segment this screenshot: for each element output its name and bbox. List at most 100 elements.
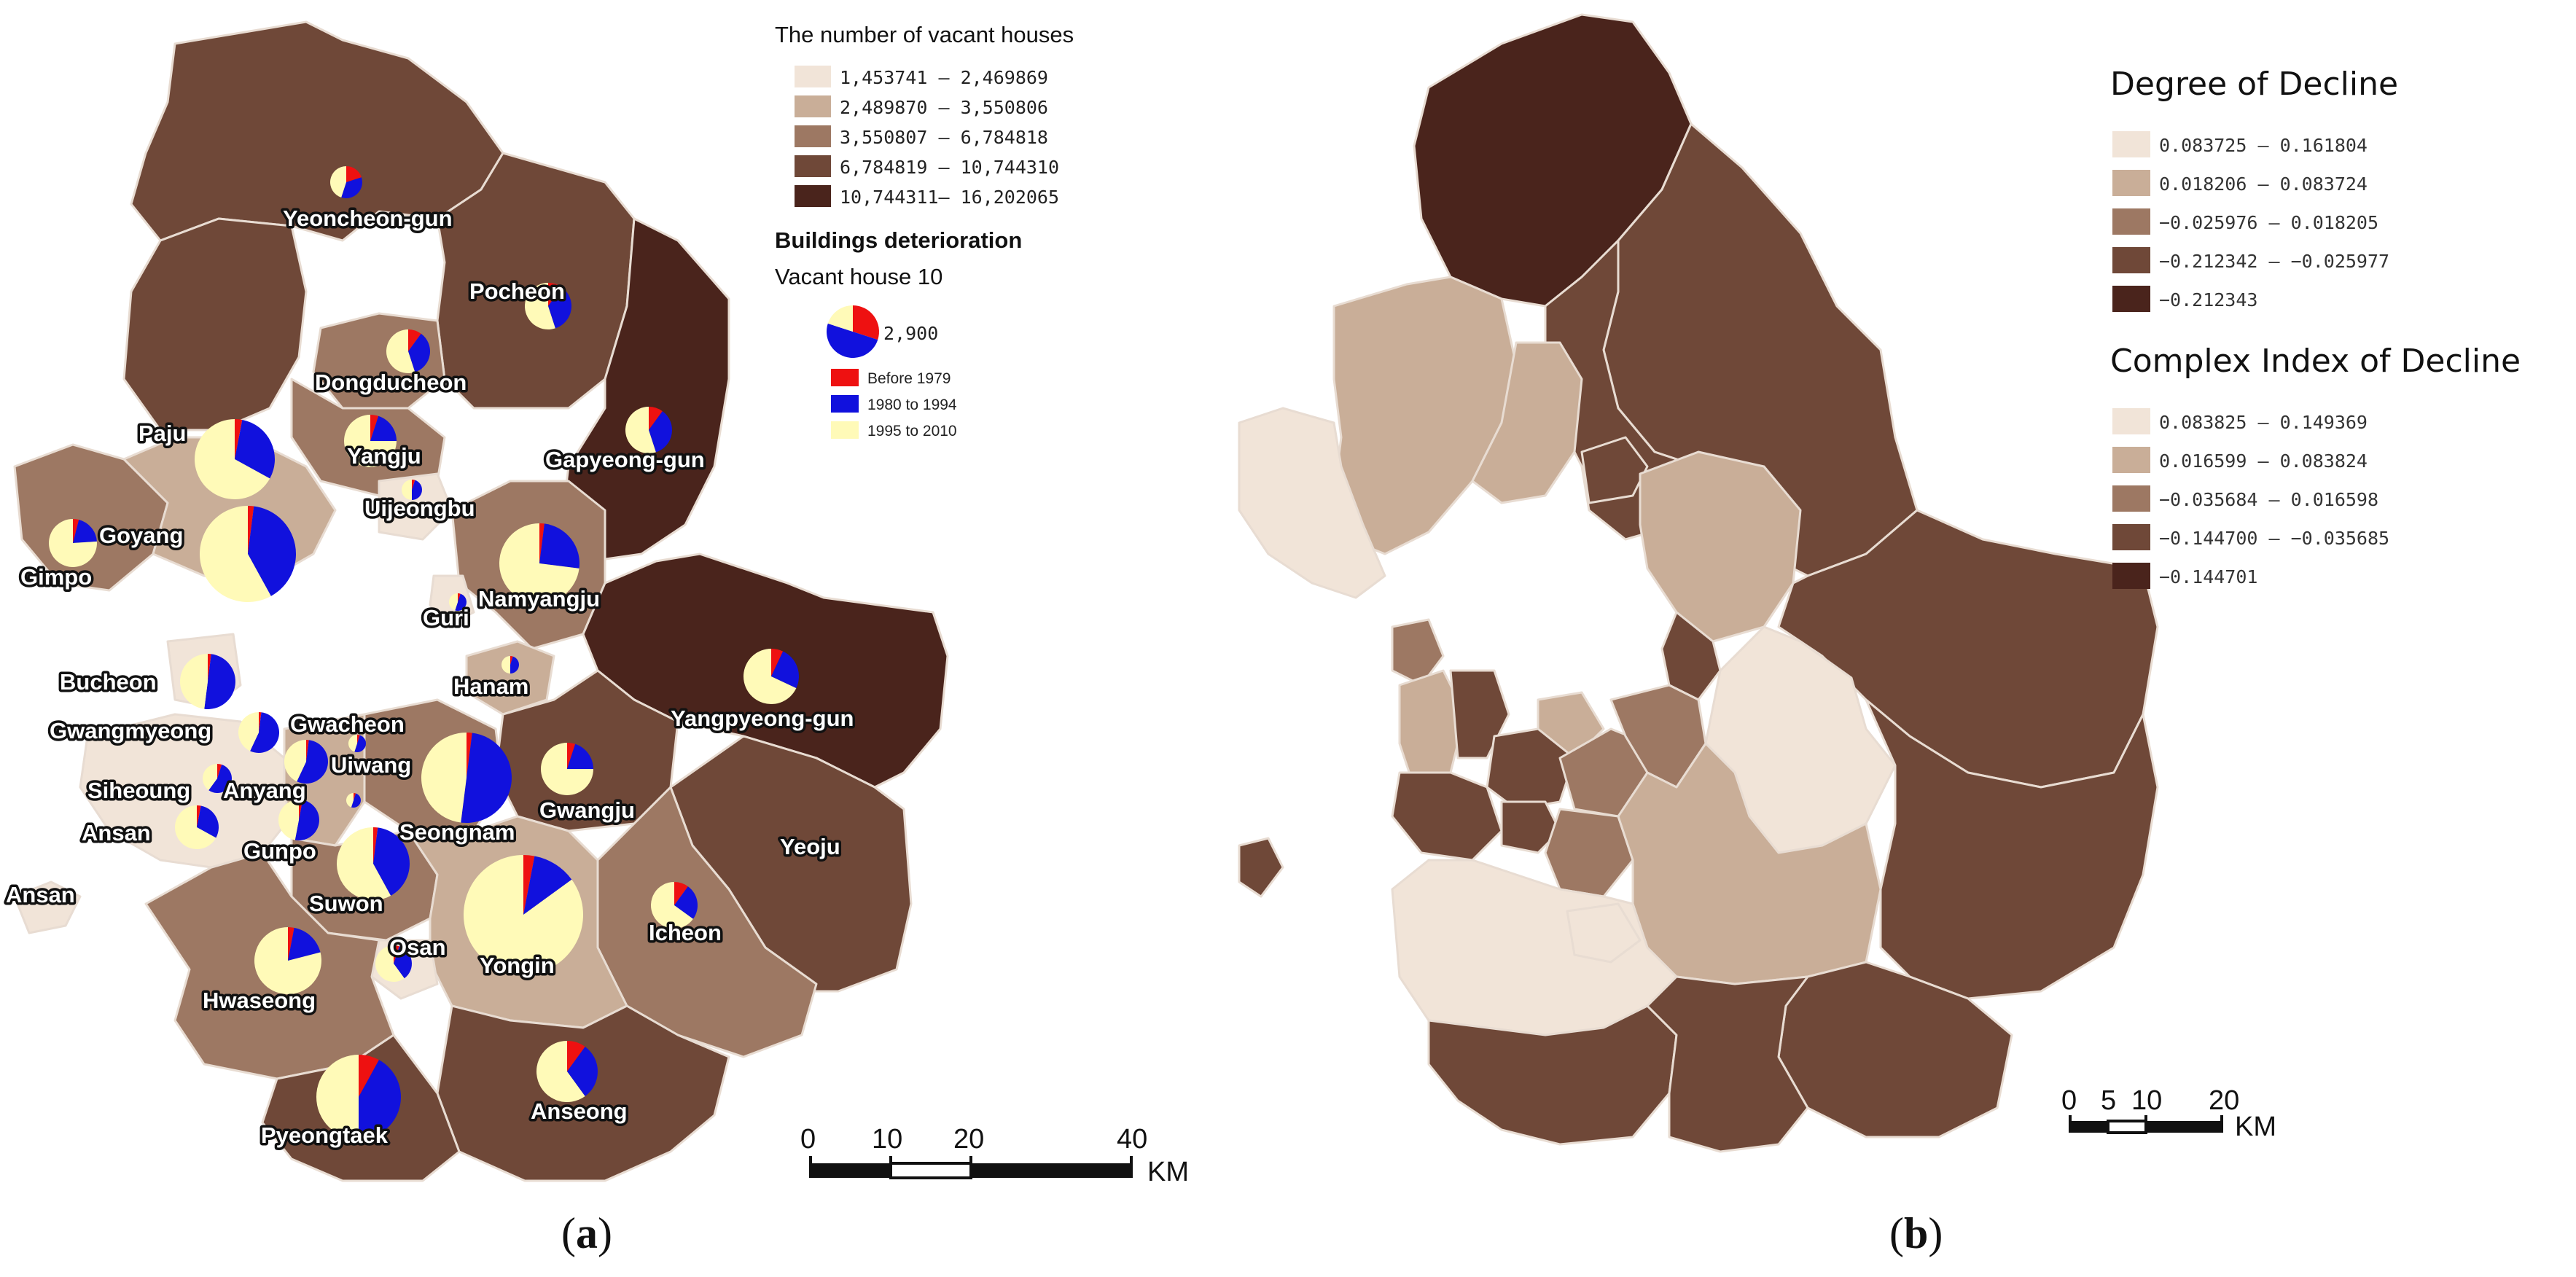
label-bucheon: Bucheon (60, 669, 157, 695)
pie-siheoung (175, 805, 219, 849)
pie-gwangju-slice-3 (541, 743, 593, 795)
label-yongin: Yongin (480, 953, 555, 978)
pie-yeoncheon-slice-2 (341, 177, 363, 198)
pie-guri (449, 593, 467, 611)
pie-yongin-slice-3 (464, 855, 583, 975)
region-b-osan (1566, 902, 1642, 964)
pie-siheoung-slice-2 (197, 805, 219, 838)
pie-gimpo (49, 518, 97, 567)
pie-gapyeong-slice-3 (625, 407, 656, 453)
legend-a-pie-item-3: 1995 to 2010 (867, 423, 957, 440)
region-labels: Yeoncheon-gun Pocheon Dongducheon Paju Y… (4, 203, 856, 1151)
pie-dongducheon-slice-2 (408, 333, 430, 372)
label-namyangju: Namyangju (478, 586, 600, 612)
pie-anyang-slice-1 (217, 764, 222, 778)
scale-b-tick-0: 0 (2061, 1085, 2077, 1116)
pie-suwon-slice-3 (336, 827, 391, 900)
label-gwacheon: Gwacheon (290, 711, 405, 737)
pie-anseong-slice-2 (567, 1047, 598, 1096)
legend-b1-classes-swatch-5 (2112, 286, 2150, 312)
pie-pocheon-slice-1 (548, 283, 562, 306)
pie-gunpo-slice-1 (299, 800, 303, 820)
scale-b-unit: KM (2235, 1112, 2276, 1142)
pie-uijeongbu-slice-2 (412, 480, 423, 500)
scale-b-tick-20: 20 (2209, 1085, 2239, 1116)
region-yeoncheon (130, 20, 504, 242)
pie-bucheon (179, 654, 235, 709)
pie-pocheon (525, 283, 572, 329)
legend-b2-classes-item-5: −0.144701 (2159, 566, 2257, 587)
label-gunpo: Gunpo (243, 838, 316, 864)
region-uijeongbu (378, 472, 453, 541)
pie-bucheon-slice-2 (204, 654, 235, 709)
pie-anyang-slice-3 (203, 764, 217, 791)
pie-namyangju-slice-3 (499, 523, 579, 604)
pie-namyangju-slice-1 (539, 523, 545, 563)
label-seongnam: Seongnam (399, 819, 515, 845)
label-gwangmyeong: Gwangmyeong (50, 718, 211, 743)
pie-goyang-slice-2 (248, 506, 297, 596)
pie-namyangju (499, 523, 579, 604)
legend-a-class-3: 3,550807 – 6,784818 (840, 127, 1048, 148)
legend-b1-classes-item-3: −0.025976 – 0.018205 (2159, 212, 2378, 233)
legend-b1-classes-swatch-1 (2112, 131, 2150, 157)
pie-gwacheon-slice-3 (348, 735, 357, 752)
pie-guri-slice-3 (449, 593, 458, 611)
legend-b2-classes-swatch-4 (2112, 524, 2150, 550)
pie-yangju-slice-3 (344, 415, 397, 467)
label-uijeongbu: Uijeongbu (364, 496, 475, 521)
pie-uijeongbu (402, 480, 423, 500)
region-b-yangju (1471, 341, 1583, 504)
legend-a-pie-item-1: Before 1979 (867, 370, 951, 387)
label-yeoncheon: Yeoncheon-gun (283, 206, 453, 231)
pie-gimpo-slice-2 (73, 520, 97, 543)
legend-a-classes: 1,453741 – 2,469869 2,489870 – 3,550806 3,… (795, 66, 1059, 208)
region-pocheon (436, 152, 636, 410)
label-pyeongtaek: Pyeongtaek (261, 1122, 389, 1148)
legend-a-class-2: 2,489870 – 3,550806 (840, 97, 1048, 118)
pie-suwon-slice-1 (373, 827, 378, 864)
legend-a-pie-slice-3 (827, 305, 853, 332)
pie-gwacheon-slice-1 (357, 735, 360, 743)
pie-gapyeong (625, 407, 672, 453)
pie-namyangju-slice-2 (539, 523, 579, 569)
legend-a-pie-subtitle: Vacant house 10 (775, 264, 942, 289)
scale-b-tick-5: 5 (2101, 1085, 2116, 1116)
legend-a-class-4: 6,784819 – 10,744310 (840, 157, 1059, 178)
pie-pyeongtaek-slice-3 (316, 1055, 359, 1139)
label-gimpo: Gimpo (20, 564, 92, 590)
legend-a-title: The number of vacant houses (775, 22, 1074, 47)
legend-a-pie-sample (827, 305, 879, 358)
caption-a-letter: a (576, 1209, 598, 1257)
scale-a-tick-20: 20 (953, 1124, 984, 1155)
legend-b2-classes-swatch-2 (2112, 447, 2150, 473)
pie-icheon-slice-2 (674, 886, 698, 919)
pie-small-center-slice-3 (346, 793, 354, 808)
region-b-island (1238, 837, 1284, 898)
label-hwaseong: Hwaseong (203, 988, 316, 1013)
pie-anyang (203, 764, 233, 793)
region-gapyeong (560, 217, 730, 563)
legend-b1-classes-swatch-3 (2112, 208, 2150, 235)
pie-pyeongtaek-slice-2 (359, 1060, 402, 1139)
pie-yeoncheon-slice-1 (346, 166, 362, 182)
pie-osan (375, 945, 412, 982)
scale-a-unit: KM (1147, 1157, 1189, 1187)
pie-osan-slice-1 (394, 945, 399, 964)
label-yangpyeong: Yangpyeong-gun (671, 706, 854, 731)
pie-guri-slice-2 (455, 593, 467, 611)
pie-uijeongbu-slice-1 (412, 480, 415, 490)
pie-gwacheon (348, 735, 366, 752)
panel-a-scale: 0 10 20 40 KM (800, 1124, 1189, 1187)
pie-dongducheon (386, 329, 430, 373)
pie-paju (195, 419, 276, 499)
pie-pocheon-slice-3 (525, 283, 555, 329)
pie-gwangju-slice-2 (567, 743, 593, 769)
legend-b1-title: Degree of Decline (2110, 66, 2398, 103)
pie-seongnam (421, 733, 512, 823)
pie-pyeongtaek (316, 1055, 402, 1139)
legend-a-pie-value: 2,900 (883, 323, 938, 344)
legend-b2-classes-swatch-1 (2112, 408, 2150, 434)
legend-b1-classes-item-1: 0.083725 – 0.161804 (2159, 135, 2368, 156)
